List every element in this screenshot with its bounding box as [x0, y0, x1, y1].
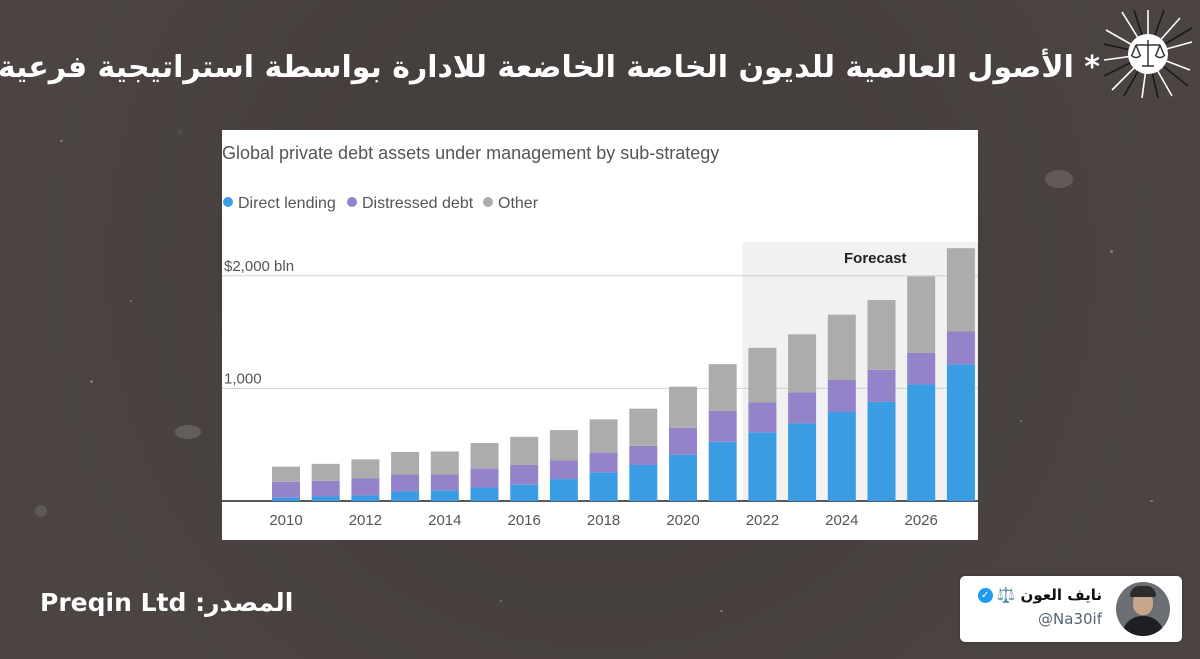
justice-scales-logo-icon	[1103, 9, 1193, 99]
avatar[interactable]	[1116, 582, 1170, 636]
source-caption: Preqin Ltd المصدر:	[40, 588, 293, 617]
bar-other-2021	[708, 364, 737, 411]
bar-direct-lending-2027	[946, 364, 975, 501]
bar-distressed-debt-2013	[391, 474, 420, 492]
legend-swatch-0	[223, 197, 233, 207]
bar-other-2011	[311, 463, 340, 481]
bar-distressed-debt-2020	[669, 427, 697, 455]
bar-other-2019	[629, 408, 658, 446]
x-tick-label: 2024	[825, 512, 858, 529]
bar-direct-lending-2011	[311, 496, 340, 501]
bar-distressed-debt-2014	[430, 474, 459, 491]
legend-swatch-2	[483, 197, 493, 207]
bar-distressed-debt-2017	[549, 460, 578, 480]
bar-direct-lending-2013	[391, 491, 420, 501]
bar-distressed-debt-2022	[748, 402, 777, 433]
bar-direct-lending-2023	[788, 423, 817, 501]
bar-distressed-debt-2011	[311, 480, 340, 497]
source-label: المصدر:	[195, 588, 294, 617]
bar-distressed-debt-2016	[510, 464, 539, 485]
bar-direct-lending-2020	[669, 454, 697, 501]
bar-distressed-debt-2012	[351, 478, 380, 496]
chart-title: Global private debt assets under managem…	[222, 143, 719, 163]
chart-legend: Direct lending Distressed debt Other	[223, 195, 539, 212]
bar-distressed-debt-2018	[589, 452, 618, 473]
bar-other-2018	[589, 419, 618, 453]
bar-distressed-debt-2021	[708, 410, 737, 442]
y-tick-label: $2,000 bln	[224, 258, 294, 275]
y-tick-label: 1,000	[224, 370, 262, 387]
headline: * الأصول العالمية للديون الخاصة الخاضعة …	[0, 50, 1100, 85]
bar-direct-lending-2010	[272, 497, 300, 501]
legend-label: Direct lending	[238, 195, 336, 212]
x-tick-label: 2026	[905, 512, 938, 529]
bar-distressed-debt-2027	[946, 331, 975, 365]
bar-direct-lending-2014	[430, 490, 459, 501]
bar-other-2024	[827, 314, 856, 380]
x-tick-label: 2020	[666, 512, 699, 529]
bar-other-2016	[510, 436, 539, 465]
account-name: نايف العون ⚖️✓	[977, 586, 1102, 604]
bar-other-2025	[867, 299, 896, 370]
forecast-label: Forecast	[844, 250, 907, 267]
bar-distressed-debt-2024	[827, 379, 856, 413]
bar-direct-lending-2026	[907, 384, 936, 501]
x-tick-label: 2016	[508, 512, 541, 529]
bar-other-2014	[430, 451, 459, 475]
bar-direct-lending-2021	[708, 441, 737, 501]
bar-distressed-debt-2010	[272, 481, 300, 498]
x-tick-label: 2018	[587, 512, 620, 529]
bar-direct-lending-2017	[549, 479, 578, 501]
stacked-bar-chart: Global private debt assets under managem…	[222, 143, 978, 529]
account-handle: @Na30if	[1038, 610, 1102, 628]
bar-direct-lending-2025	[867, 401, 896, 501]
x-tick-label: 2014	[428, 512, 461, 529]
bar-other-2023	[788, 334, 817, 393]
bar-direct-lending-2019	[629, 464, 658, 501]
bar-direct-lending-2024	[827, 412, 856, 501]
bar-direct-lending-2016	[510, 484, 539, 501]
bar-distressed-debt-2026	[907, 352, 936, 385]
bar-direct-lending-2018	[589, 472, 618, 501]
bar-direct-lending-2015	[470, 487, 499, 501]
bar-other-2017	[549, 430, 578, 461]
bar-other-2022	[748, 347, 777, 403]
x-tick-label: 2010	[269, 512, 302, 529]
bar-distressed-debt-2019	[629, 445, 658, 465]
chart-card: Global private debt assets under managem…	[222, 130, 978, 540]
legend-label: Other	[498, 195, 539, 212]
verified-badge-icon: ✓	[977, 588, 993, 603]
legend-swatch-1	[347, 197, 357, 207]
bar-distressed-debt-2025	[867, 369, 896, 402]
bar-other-2010	[272, 466, 300, 482]
legend-label: Distressed debt	[362, 195, 474, 212]
bar-distressed-debt-2023	[788, 392, 817, 424]
bar-distressed-debt-2015	[470, 468, 499, 488]
bar-other-2012	[351, 459, 380, 479]
bar-other-2020	[669, 386, 697, 428]
source-value: Preqin Ltd	[40, 588, 187, 617]
x-tick-label: 2012	[349, 512, 382, 529]
bar-other-2013	[391, 452, 420, 475]
bar-other-2015	[470, 443, 499, 469]
bar-other-2026	[907, 276, 936, 353]
twitter-attribution[interactable]: نايف العون ⚖️✓ @Na30if	[960, 576, 1182, 642]
bar-other-2027	[946, 248, 975, 332]
forecast-region	[742, 242, 978, 501]
bar-direct-lending-2022	[748, 432, 777, 501]
x-tick-label: 2022	[746, 512, 779, 529]
bar-direct-lending-2012	[351, 495, 380, 501]
